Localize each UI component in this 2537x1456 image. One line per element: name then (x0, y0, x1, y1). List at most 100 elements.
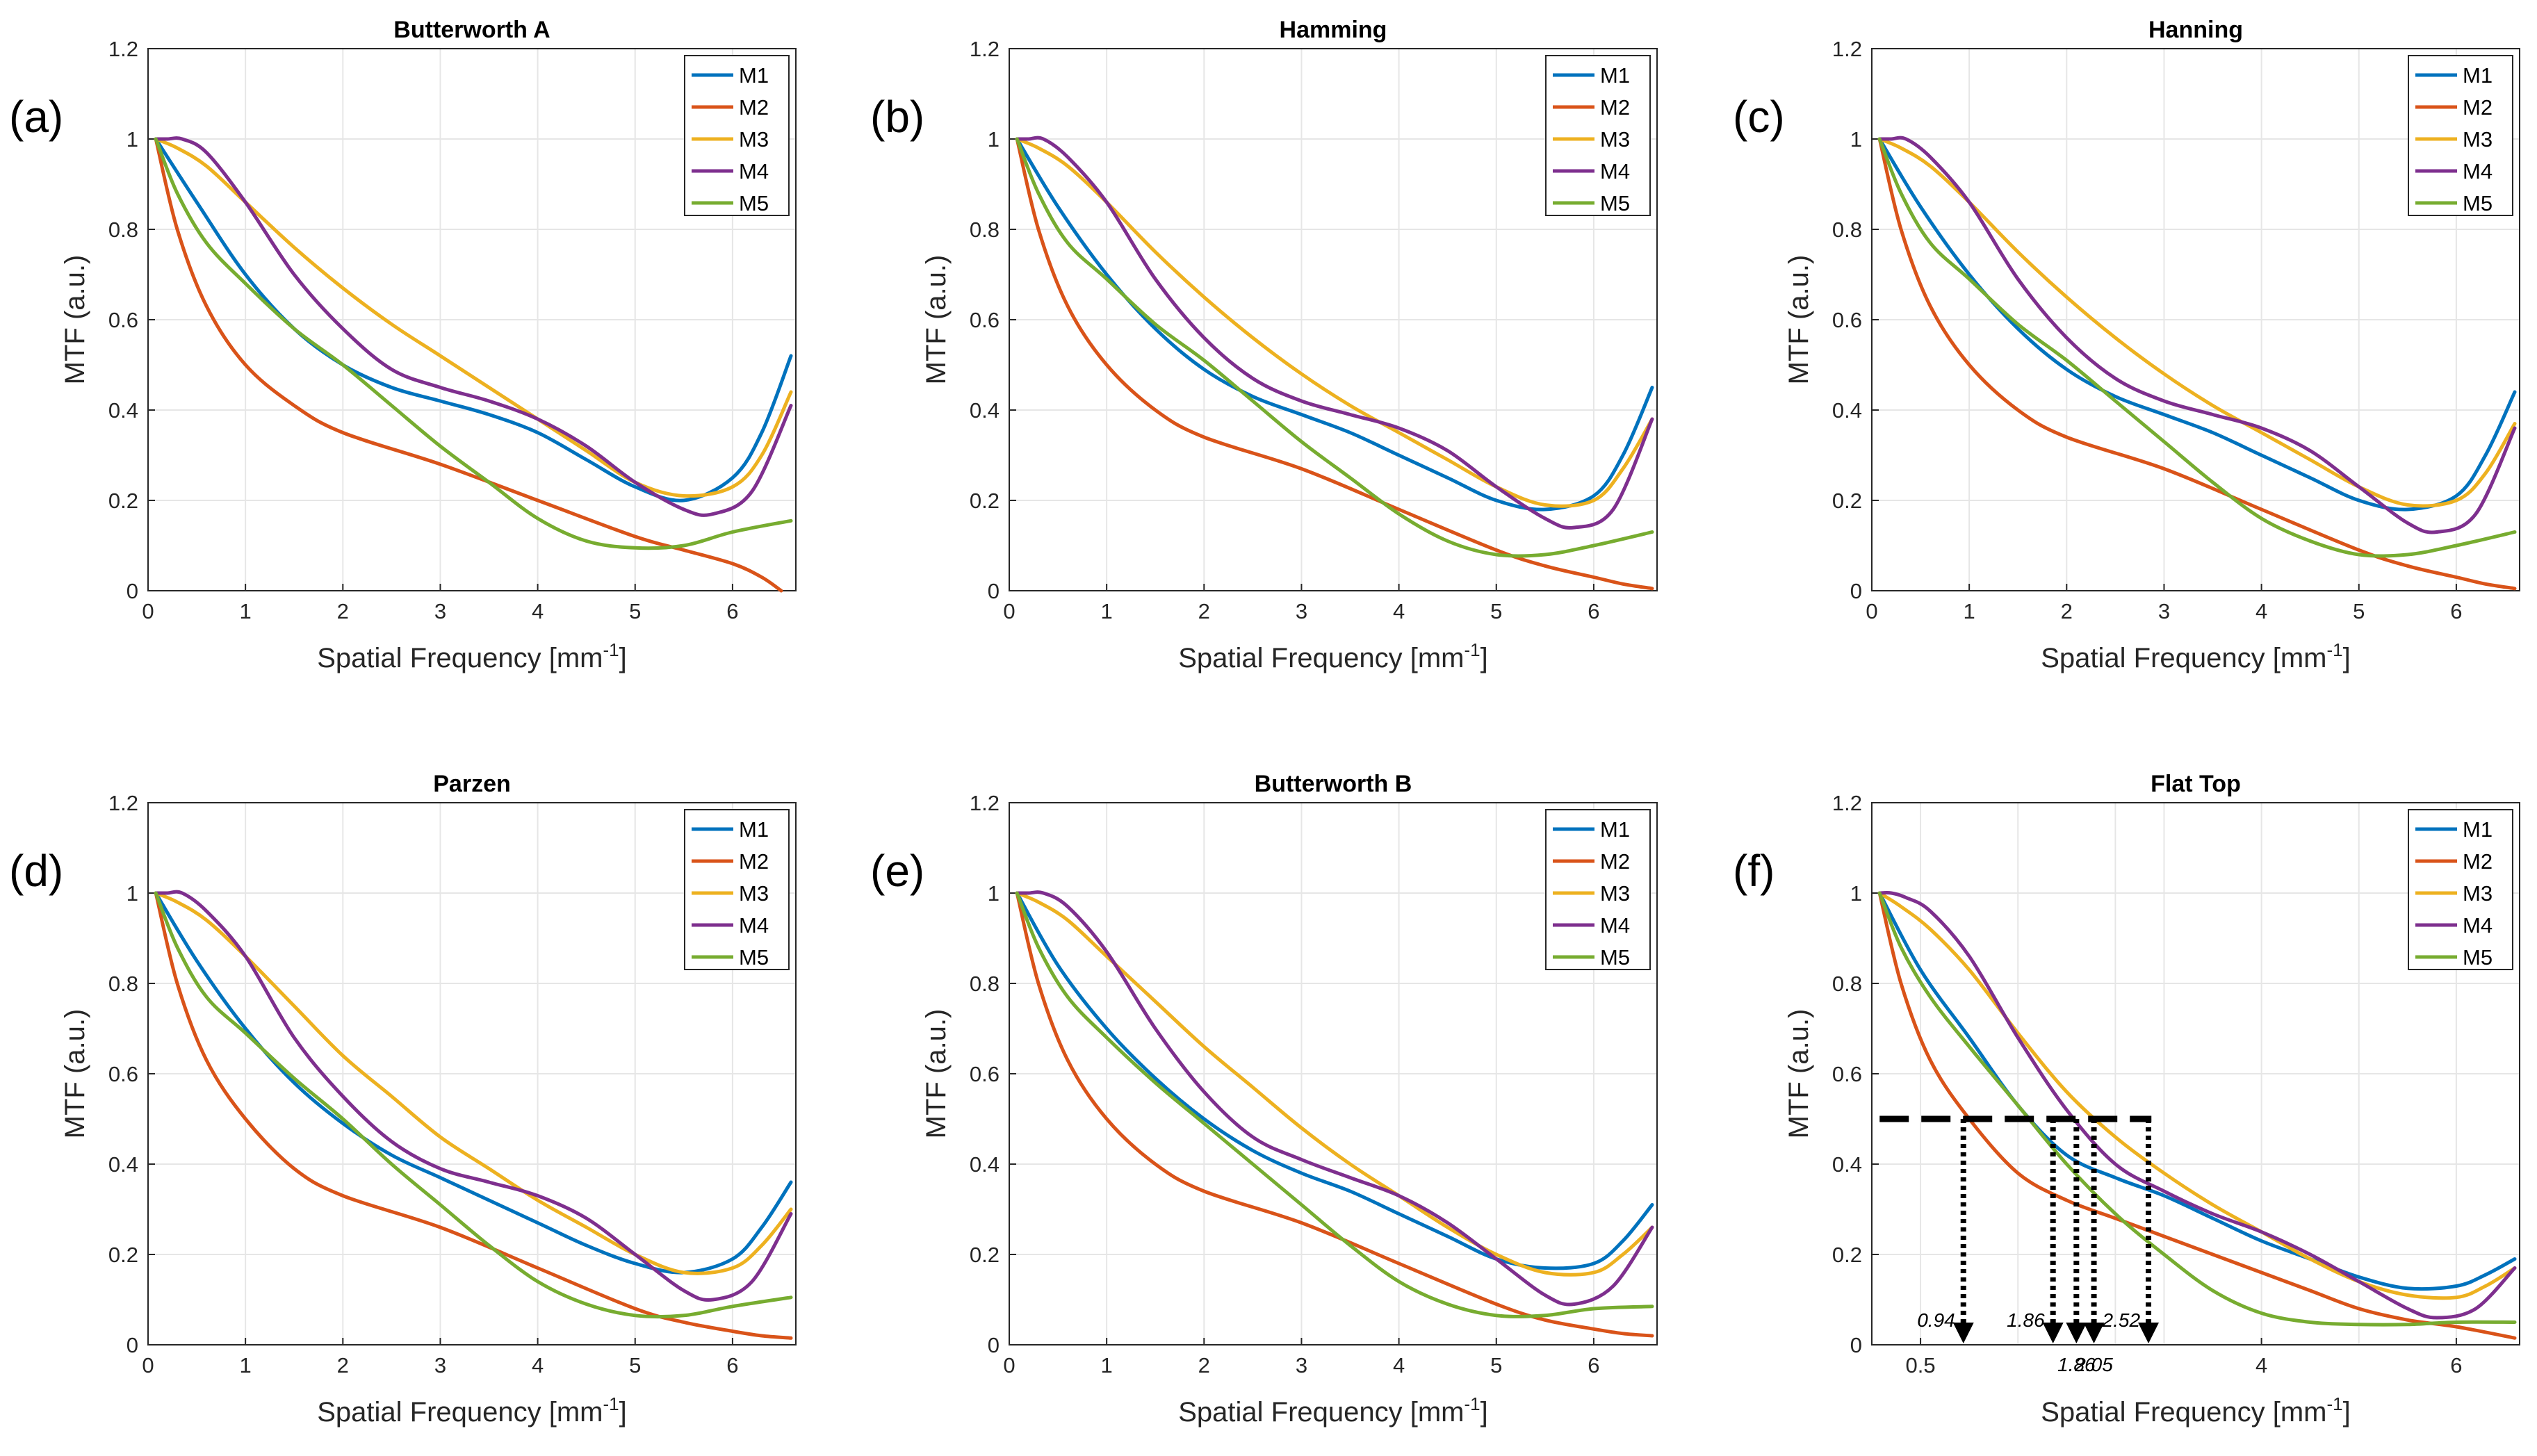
x-tick-label: 6 (1588, 1353, 1599, 1377)
y-tick-label: 1 (988, 127, 1000, 152)
legend-label-m1: M1 (2463, 817, 2493, 842)
series-line-m2 (1877, 891, 2517, 1340)
y-axis-label: MTF (a.u.) (60, 255, 90, 385)
x-axis-label-sup: -1 (603, 1393, 619, 1414)
x-axis-label-sup: -1 (1465, 1393, 1480, 1414)
threshold-value-label: 1.86 (2007, 1309, 2045, 1331)
chart-title: Butterworth A (393, 17, 550, 43)
series-line-m5 (1877, 891, 2517, 1327)
x-tick-label: 0 (1866, 599, 1877, 623)
series-line-m4 (1877, 136, 2517, 534)
legend-box (2408, 55, 2513, 216)
legend-label-m2: M2 (739, 95, 769, 120)
legend-label-m3: M3 (2463, 881, 2493, 906)
x-tick-label: 6 (1588, 599, 1599, 623)
x-axis-label-main: Spatial Frequency [mm (2041, 643, 2326, 673)
x-tick-label: 2 (1198, 599, 1210, 623)
chart-title: Hanning (2148, 17, 2243, 43)
x-tick-label: 4 (532, 599, 544, 623)
legend-label-m5: M5 (739, 945, 769, 970)
y-tick-label: 1 (127, 881, 138, 906)
series-line-m5 (1015, 137, 1654, 558)
x-axis-label: Spatial Frequency [mm-1] (1178, 639, 1488, 673)
x-tick-label: 5 (1490, 1353, 1502, 1377)
y-tick-label: 0.4 (108, 1152, 138, 1177)
y-tick-label: 0 (127, 1333, 138, 1357)
legend: M1 M2 M3 M4 M5 (684, 55, 790, 216)
legend-label-m2: M2 (1600, 849, 1630, 874)
x-tick-label: 4 (1393, 599, 1405, 623)
y-tick-label: 0.2 (970, 1243, 1000, 1267)
legend: M1 M2 M3 M4 M5 (684, 809, 790, 970)
x-tick-label: 0.5 (1906, 1353, 1936, 1377)
y-tick-label: 0.4 (1832, 1152, 1862, 1177)
y-tick-label: 0 (1850, 579, 1862, 603)
x-tick-label: 0 (1003, 599, 1015, 623)
panel-letter: (b) (870, 92, 924, 142)
legend-label-m4: M4 (739, 913, 769, 938)
threshold-value-label: 2.52 (2102, 1309, 2141, 1331)
y-tick-label: 0.2 (1832, 489, 1862, 513)
x-tick-label: 5 (2353, 599, 2365, 623)
legend-box (1545, 55, 1651, 216)
x-tick-label: 3 (2158, 599, 2170, 623)
x-axis-label-main: Spatial Frequency [mm (2041, 1397, 2326, 1428)
y-tick-label: 0.8 (1832, 218, 1862, 242)
x-tick-label: 2 (1198, 1353, 1210, 1377)
chart-title: Hamming (1280, 17, 1387, 43)
y-tick-label: 0.6 (970, 308, 1000, 332)
series-line-m4 (154, 890, 793, 1302)
y-tick-label: 0.2 (1832, 1243, 1862, 1267)
x-tick-label: 1 (1964, 599, 1975, 623)
x-tick-label: 4 (2255, 1353, 2267, 1377)
threshold-arrow-head (2042, 1323, 2064, 1343)
legend-box (1545, 809, 1651, 970)
series-line-m5 (1015, 891, 1654, 1318)
x-tick-label: 5 (629, 599, 641, 623)
x-tick-label: 0 (142, 599, 154, 623)
x-axis-label-main: Spatial Frequency [mm (317, 643, 603, 673)
threshold-arrow-head (2066, 1323, 2087, 1343)
series-line-m2 (154, 137, 783, 593)
y-tick-label: 0.2 (108, 1243, 138, 1267)
y-tick-label: 0.8 (970, 972, 1000, 996)
x-axis-label-sup: -1 (603, 639, 619, 660)
y-tick-label: 1.2 (1832, 37, 1862, 61)
x-axis-label-sup: -1 (1465, 639, 1480, 660)
y-tick-label: 1.2 (1832, 791, 1862, 815)
series-line-m1 (1877, 891, 2517, 1291)
series-line-m1 (154, 891, 793, 1275)
y-tick-label: 0 (988, 579, 1000, 603)
legend-label-m4: M4 (2463, 159, 2493, 183)
x-tick-label: 0 (142, 1353, 154, 1377)
panel-letter: (d) (9, 846, 63, 896)
legend-label-m2: M2 (1600, 95, 1630, 120)
x-axis-label: Spatial Frequency [mm-1] (2041, 1393, 2351, 1428)
y-tick-label: 0.2 (108, 489, 138, 513)
chart-title: Butterworth B (1255, 771, 1412, 797)
panel-a: 0 1 2 3 4 5 6 0 0.2 0.4 0.6 0.8 1 1.2 Butterworth A (a)… (9, 17, 797, 673)
x-tick-label: 1 (240, 599, 252, 623)
legend: M1 M2 M3 M4 M5 (1545, 809, 1651, 970)
legend-box (2408, 809, 2513, 970)
legend-box (684, 809, 790, 970)
y-tick-label: 1 (1850, 127, 1862, 152)
panel-letter: (e) (870, 846, 924, 896)
legend-label-m3: M3 (739, 881, 769, 906)
legend-label-m2: M2 (2463, 849, 2493, 874)
series-line-m1 (154, 137, 793, 502)
legend-label-m3: M3 (1600, 127, 1630, 152)
x-axis-label: Spatial Frequency [mm-1] (317, 1393, 627, 1428)
y-tick-label: 1 (127, 127, 138, 152)
threshold-value-label: 2.05 (2074, 1354, 2113, 1375)
y-tick-label: 0.4 (1832, 398, 1862, 423)
legend-label-m4: M4 (2463, 913, 2493, 938)
x-axis-label-end: ] (1480, 643, 1488, 673)
y-axis-label: MTF (a.u.) (921, 255, 952, 385)
series-line-m1 (1877, 137, 2517, 512)
x-axis-label-end: ] (2343, 643, 2351, 673)
series-line-m4 (1877, 891, 2517, 1320)
y-tick-label: 0.6 (1832, 308, 1862, 332)
y-tick-label: 0.4 (108, 398, 138, 423)
x-axis-label-end: ] (1480, 1397, 1488, 1428)
